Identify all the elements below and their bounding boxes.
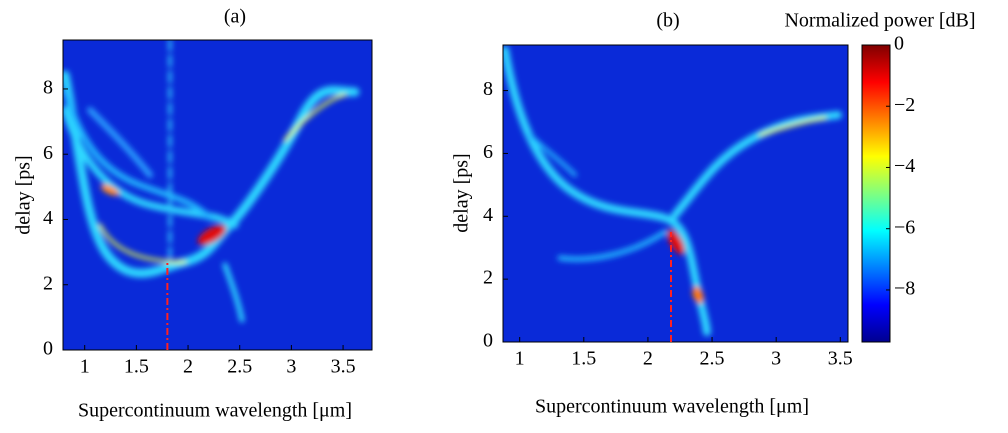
x-tick-label: 2 — [183, 356, 193, 378]
plot-frame — [62, 39, 373, 351]
y-tick-label: 6 — [483, 141, 493, 163]
x-tick-label: 1.5 — [571, 348, 596, 370]
colorbar-tick-label: −4 — [894, 155, 915, 177]
x-tick-label: 1.5 — [124, 356, 149, 378]
x-tick-label: 1 — [515, 348, 525, 370]
colorbar — [862, 45, 890, 342]
y-axis-label: delay [ps] — [13, 155, 35, 234]
y-tick-label: 0 — [43, 338, 53, 360]
x-tick-label: 2 — [643, 348, 653, 370]
y-tick-label: 2 — [43, 272, 53, 294]
colorbar-tick-label: −8 — [894, 278, 915, 300]
x-tick-label: 3 — [286, 356, 296, 378]
colorbar-frame — [861, 44, 891, 343]
y-tick-label: 6 — [43, 142, 53, 164]
plot-frame — [502, 44, 849, 343]
x-tick-label: 2.5 — [700, 348, 725, 370]
colorbar-label: Normalized power [dB] — [784, 10, 975, 32]
x-tick-label: 1 — [80, 356, 90, 378]
chart-title: (b) — [656, 10, 679, 32]
y-tick-label: 8 — [43, 77, 53, 99]
x-tick-label: 2.5 — [227, 356, 252, 378]
y-tick-label: 0 — [483, 330, 493, 352]
heatmap-a — [63, 40, 372, 350]
colorbar-tick-label: −2 — [894, 94, 915, 116]
heatmap-b — [503, 45, 848, 342]
x-axis-label: Supercontinuum wavelength [μm] — [535, 396, 809, 418]
y-tick-label: 4 — [483, 204, 493, 226]
y-tick-label: 8 — [483, 78, 493, 100]
x-axis-label: Supercontinuum wavelength [μm] — [78, 400, 352, 422]
x-tick-label: 3 — [771, 348, 781, 370]
colorbar-tick-label: −6 — [894, 216, 915, 238]
y-tick-label: 4 — [43, 207, 53, 229]
y-axis-label: delay [ps] — [451, 153, 473, 232]
y-tick-label: 2 — [483, 267, 493, 289]
chart-title: (a) — [224, 6, 246, 28]
x-tick-label: 3.5 — [331, 356, 356, 378]
colorbar-tick-label: 0 — [894, 33, 904, 55]
x-tick-label: 3.5 — [828, 348, 853, 370]
